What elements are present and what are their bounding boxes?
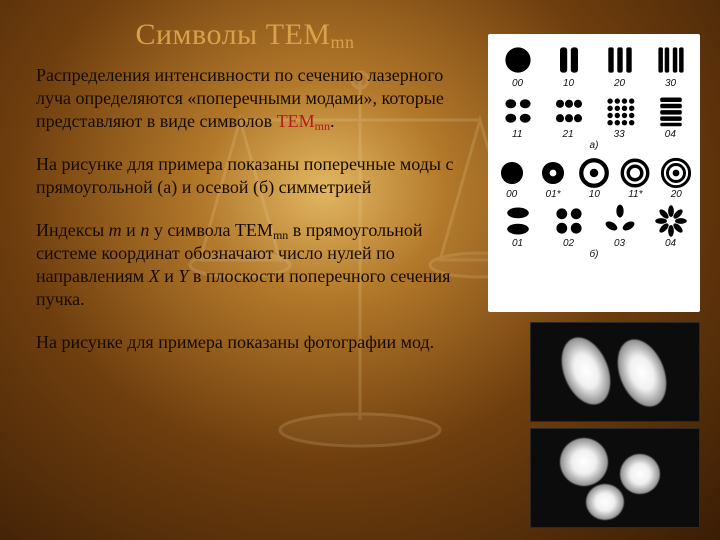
paragraph-3: Индексы m и n у символа ТЕМmn в прямоуго… (36, 219, 466, 311)
tem-highlight: ТЕМmn (277, 111, 330, 131)
mode-ax-00 (495, 155, 529, 191)
caption-b: б) (492, 249, 696, 260)
figure-photo-1 (530, 322, 700, 422)
paragraph-4: На рисунке для примера показаны фотограф… (36, 331, 466, 354)
lbl: 10 (563, 78, 574, 89)
mode-row-a-labels: 00 10 20 30 (492, 78, 696, 89)
mode-ax-20 (659, 155, 693, 191)
paragraph-2: На рисунке для примера показаны поперечн… (36, 153, 466, 199)
lbl: 33 (614, 129, 625, 140)
mode-ax-02 (550, 203, 588, 239)
lbl: 11 (512, 129, 522, 140)
mode-row-b-labels: 11 21 33 04 (492, 129, 696, 140)
body-text: Распределения интенсивности по сечению л… (36, 64, 466, 374)
p1-end: . (330, 111, 335, 131)
mode-rect-04 (652, 93, 690, 129)
mode-rect-00 (499, 42, 537, 78)
lbl: 21 (562, 129, 573, 140)
p3-y: Y (178, 266, 188, 286)
caption-a: а) (492, 140, 696, 151)
p3-n: n (140, 220, 149, 240)
figure-mode-chart: 00 10 20 30 11 21 33 04 а) (488, 34, 700, 312)
mode-row-a (492, 40, 696, 80)
p1-text: Распределения интенсивности по сечению л… (36, 65, 444, 131)
mode-row-d (492, 202, 696, 240)
lbl: 00 (512, 78, 523, 89)
lbl: 04 (665, 129, 676, 140)
lbl: 30 (665, 78, 676, 89)
mode-ax-04 (652, 203, 690, 239)
p3e: и (160, 266, 179, 286)
mode-row-c (492, 155, 696, 191)
mode-row-b (492, 91, 696, 131)
mode-rect-20 (601, 42, 639, 78)
p3a: Индексы (36, 220, 109, 240)
mode-rect-11 (499, 93, 537, 129)
mode-rect-21 (550, 93, 588, 129)
mode-row-d-labels: 01 02 03 04 (492, 238, 696, 249)
lbl: 04 (665, 238, 676, 249)
mode-rect-33 (601, 93, 639, 129)
mode-rect-30 (652, 42, 690, 78)
p3-m: m (109, 220, 122, 240)
slide-title: Символы ТЕМmn (0, 18, 490, 52)
paragraph-1: Распределения интенсивности по сечению л… (36, 64, 466, 133)
p3-sub: mn (273, 228, 288, 242)
mode-ax-03 (601, 203, 639, 239)
mode-ax-01 (499, 203, 537, 239)
title-sub: mn (331, 32, 355, 52)
mode-rect-10 (550, 42, 588, 78)
p3b: и (122, 220, 141, 240)
figure-photo-2 (530, 428, 700, 528)
title-main: Символы ТЕМ (135, 18, 330, 51)
tem-hl-sub: mn (315, 119, 330, 133)
lbl: 02 (563, 238, 574, 249)
mode-ax-01s (536, 155, 570, 191)
tem-hl-main: ТЕМ (277, 111, 315, 131)
mode-ax-10 (577, 155, 611, 191)
p3-x: X (149, 266, 160, 286)
p3c: у символа ТЕМ (149, 220, 273, 240)
lbl: 20 (614, 78, 625, 89)
lbl: 01 (512, 238, 523, 249)
lbl: 03 (614, 238, 625, 249)
mode-ax-11s (618, 155, 652, 191)
